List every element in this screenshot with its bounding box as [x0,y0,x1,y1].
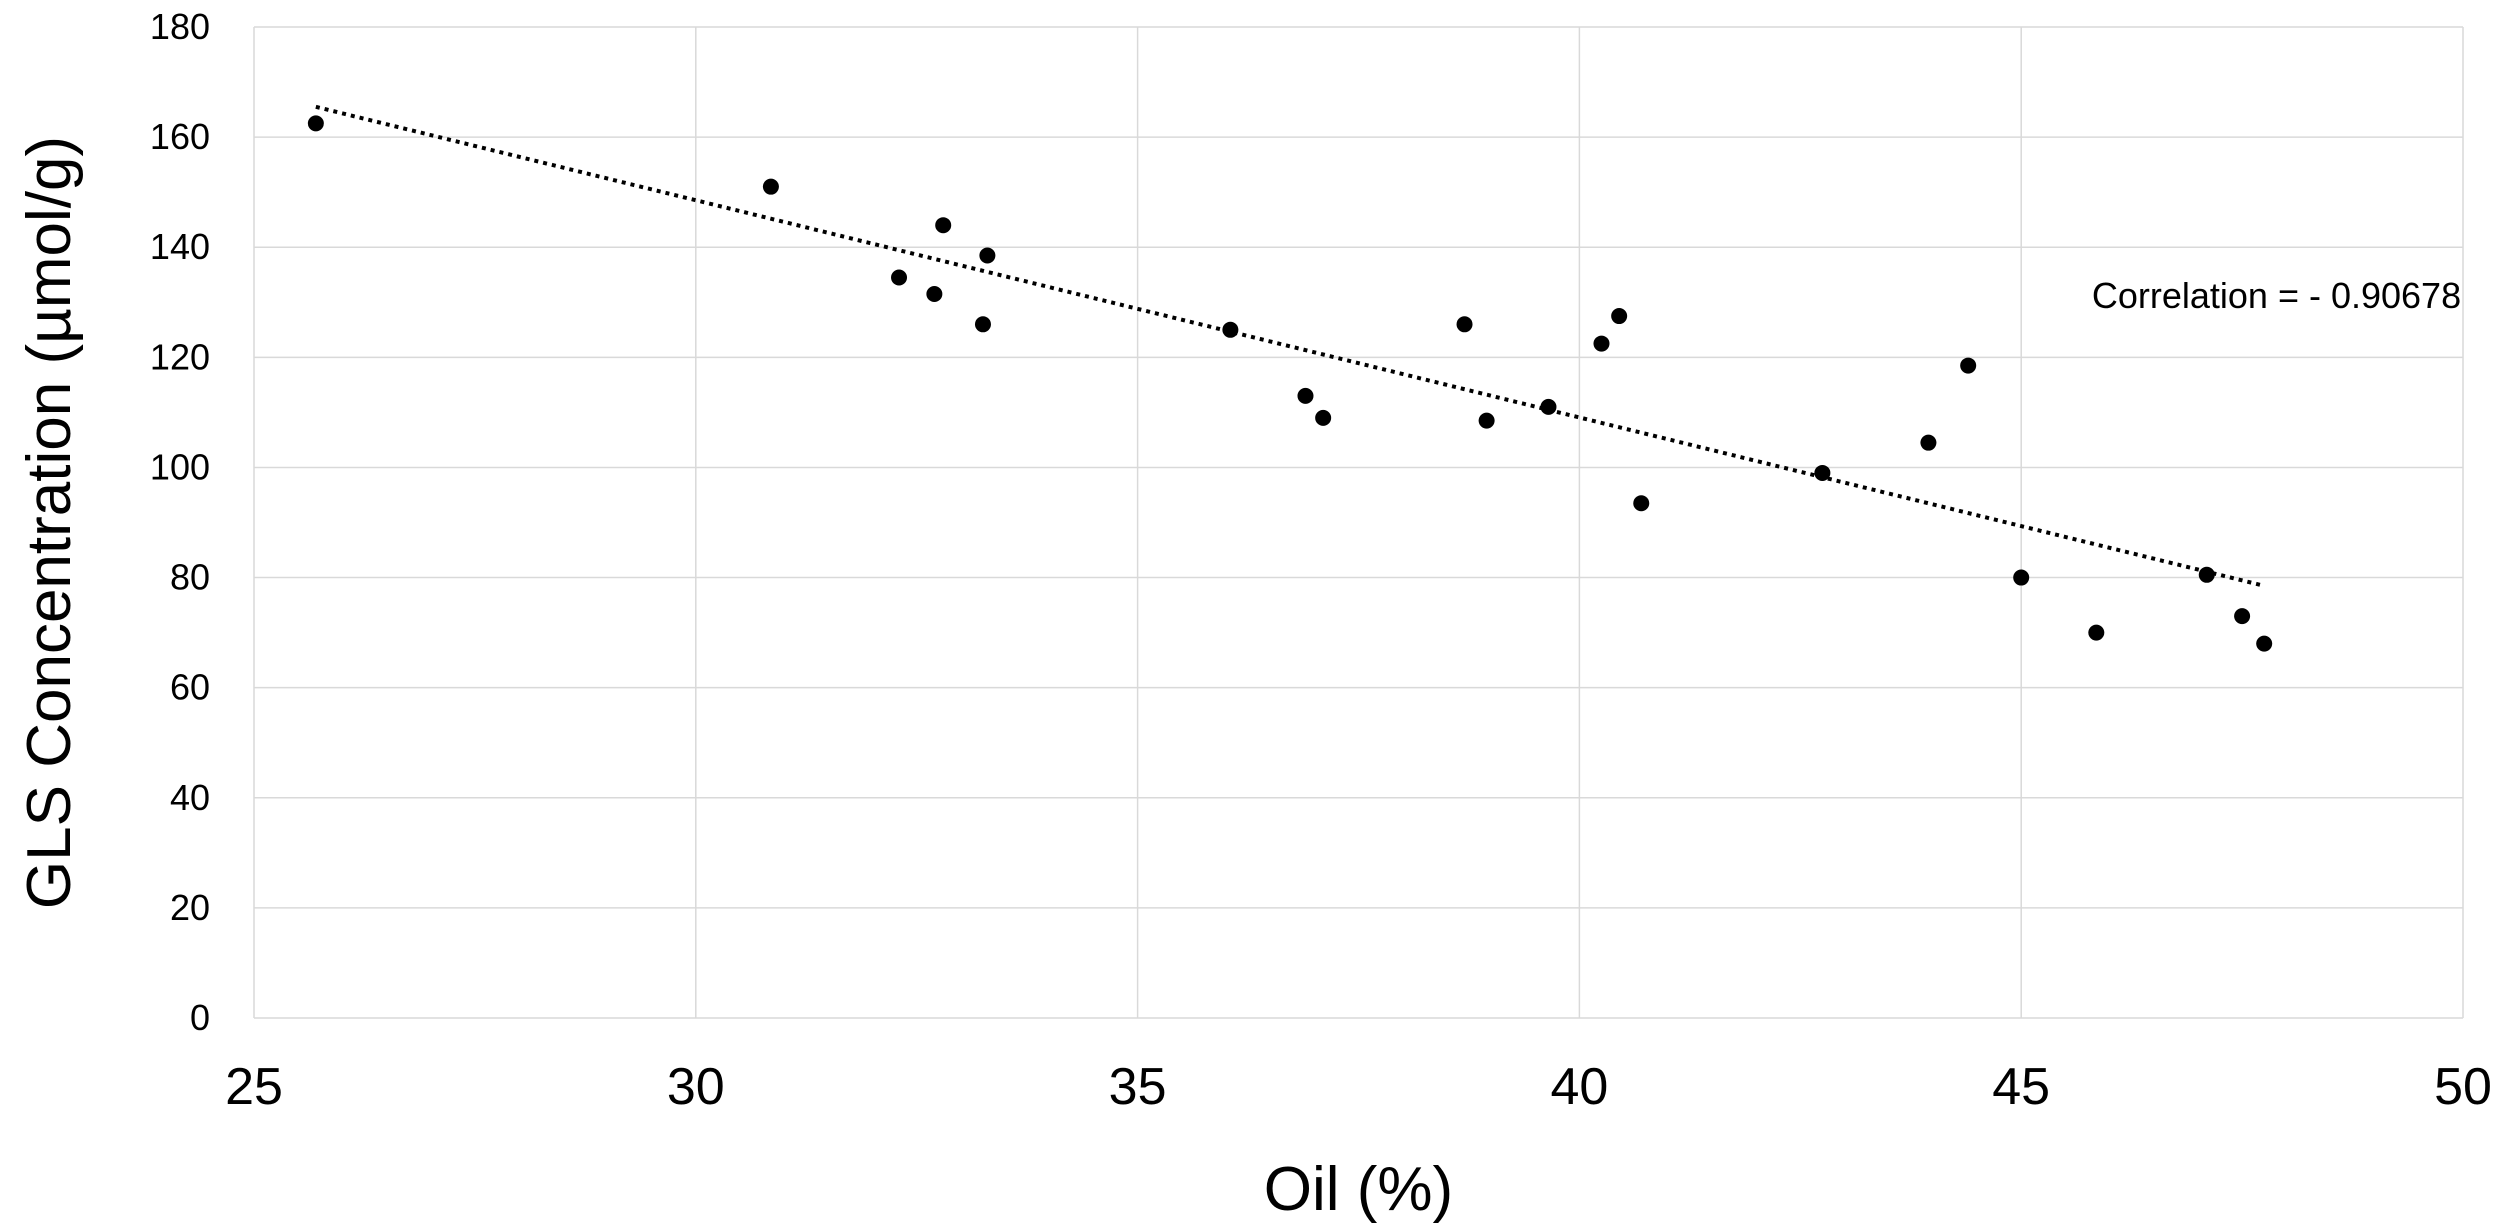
trendline [315,104,2265,588]
y-tick-label: 60 [170,667,210,708]
y-tick-label: 80 [170,557,210,598]
data-point [2013,569,2030,586]
x-axis-title: Oil (%) [1264,1155,1453,1224]
data-point [2256,635,2273,652]
data-point [1456,316,1473,333]
data-point [2088,624,2105,641]
trendline-layer [315,104,2265,588]
tick-labels: 0 20 40 60 80 100 120 140 160 180 25 30 35 40 45 50 [150,6,2492,1116]
data-point [1633,495,1650,512]
data-point [1593,335,1610,352]
x-tick-label: 50 [2434,1058,2492,1116]
data-point [1222,321,1239,338]
y-tick-label: 100 [150,446,210,487]
y-tick-label: 180 [150,6,210,47]
data-point [2234,608,2251,625]
y-tick-label: 40 [170,777,210,818]
data-point [1920,434,1937,451]
data-point [1297,387,1314,404]
x-tick-label: 30 [667,1058,725,1116]
y-tick-label: 20 [170,887,210,928]
data-point [1611,308,1628,325]
x-tick-label: 40 [1550,1058,1608,1116]
x-tick-label: 25 [225,1058,283,1116]
data-point [762,178,779,195]
data-point [1540,398,1557,415]
data-points [307,115,2273,652]
data-point [926,286,943,303]
data-point [1478,412,1495,429]
data-point [891,269,908,286]
y-tick-label: 160 [150,116,210,157]
data-point [1315,409,1332,426]
y-tick-label: 140 [150,226,210,267]
gridlines [253,26,2464,1019]
data-point [307,115,324,132]
data-point [1814,464,1831,481]
y-tick-label: 120 [150,336,210,377]
y-tick-label: 0 [190,997,210,1038]
correlation-annotation: Correlation = - 0.90678 [2092,275,2461,316]
data-point [979,247,996,264]
data-point [2198,566,2215,583]
data-point [974,316,991,333]
y-axis-title: GLS Concentration (µmol/g) [15,136,84,909]
x-tick-label: 35 [1109,1058,1167,1116]
data-point [1960,357,1977,374]
data-point [935,217,952,234]
x-tick-label: 45 [1992,1058,2050,1116]
